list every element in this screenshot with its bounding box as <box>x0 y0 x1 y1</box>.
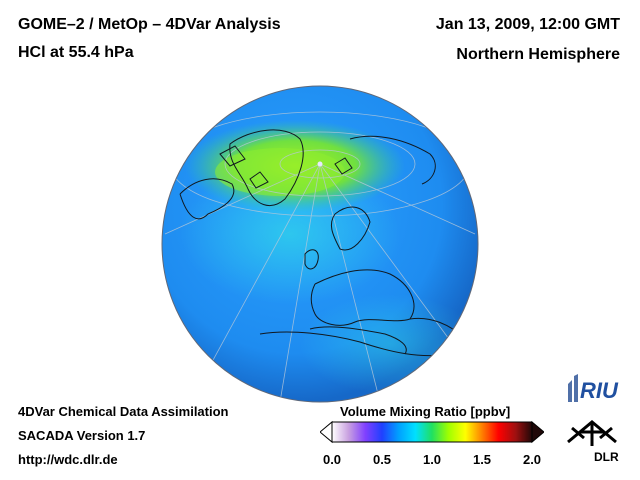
map-title: GOME–2 / MetOp – 4DVar Analysis <box>18 16 281 33</box>
footer-line-2: SACADA Version 1.7 <box>18 428 146 443</box>
cyan-region-2 <box>300 294 478 394</box>
coastline-africa <box>259 331 451 357</box>
riu-logo-text: RIU <box>580 378 619 403</box>
dlr-logo-text: DLR <box>594 450 619 464</box>
meridian-line <box>279 163 321 402</box>
colorbar-gradient <box>331 421 533 443</box>
date-label: Jan 13, 2009, 12:00 GMT <box>435 16 620 33</box>
meridian-line <box>164 163 321 235</box>
coastline-uk <box>304 249 319 270</box>
north-pole-marker <box>317 161 323 167</box>
footer-line-1: 4DVar Chemical Data Assimilation <box>18 404 229 419</box>
meridian-line <box>319 163 476 235</box>
colorbar-tick-label: 2.0 <box>522 452 542 467</box>
colorbar-tick-label: 1.5 <box>472 452 492 467</box>
colorbar-high-arrow <box>531 420 544 444</box>
coastline-canada <box>179 178 235 220</box>
coastline-svalbard <box>334 157 353 175</box>
coastline-europe <box>310 269 415 326</box>
latitude-line <box>224 131 416 197</box>
colorbar-title: Volume Mixing Ratio [ppbv] <box>340 404 511 419</box>
enhanced-hcl-core <box>215 148 345 196</box>
footer-url: http://wdc.dlr.de <box>18 452 118 467</box>
colorbar-tick-label: 1.0 <box>422 452 442 467</box>
coastline-arctic-islands <box>219 145 269 189</box>
colorbar-tick-label: 0.0 <box>322 452 342 467</box>
globe-outline <box>161 85 479 403</box>
colorbar <box>320 420 544 444</box>
coastline-greenland <box>229 129 304 207</box>
latitude-line <box>279 149 361 179</box>
dlr-logo-mark <box>567 420 617 446</box>
riu-logo-mark <box>568 374 578 402</box>
map-subtitle: HCl at 55.4 hPa <box>18 44 134 61</box>
coastline-mediterranean <box>309 326 407 355</box>
coastline-scandinavia <box>330 206 371 251</box>
region-label: Northern Hemisphere <box>456 46 620 63</box>
colorbar-low-arrow <box>320 420 333 444</box>
meridian-line <box>199 163 321 385</box>
coastline-russia <box>349 135 436 185</box>
meridian-line <box>319 163 461 355</box>
riu-logo: RIU <box>568 374 619 403</box>
meridian-line <box>319 163 381 402</box>
colorbar-tick-label: 0.5 <box>372 452 392 467</box>
globe-map <box>161 85 479 403</box>
